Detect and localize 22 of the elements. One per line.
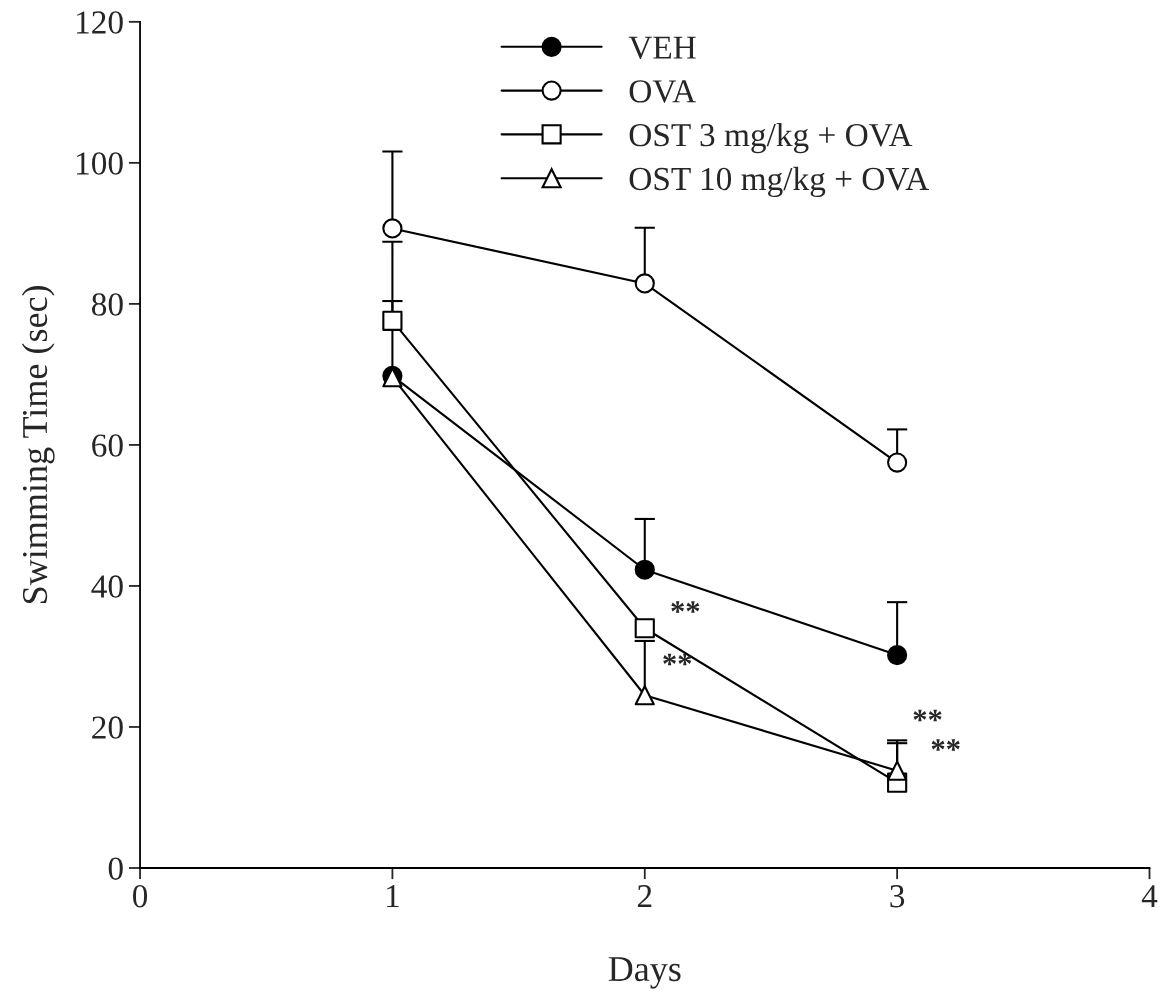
x-tick-label: 0 xyxy=(132,884,148,908)
y-tick-label: 80 xyxy=(92,293,123,316)
y-tick-label: 20 xyxy=(92,716,123,739)
x-tick-label: 2 xyxy=(637,885,652,908)
legend-label: OVA xyxy=(629,80,696,103)
legend-label: OST 10 mg/kg + OVA xyxy=(629,166,929,198)
legend-label: VEH xyxy=(628,36,696,59)
x-tick-label: 4 xyxy=(1141,885,1158,908)
y-tick-label: 120 xyxy=(77,11,123,34)
y-tick-label: 0 xyxy=(108,857,123,880)
legend-label: OST 3 mg/kg + OVA xyxy=(629,122,913,154)
x-tick-label: 1 xyxy=(387,885,399,908)
x-tick-label: 3 xyxy=(890,885,905,908)
annotation: ** xyxy=(913,709,942,722)
y-axis-title: Swimming Time (sec) xyxy=(21,285,55,604)
annotation: ** xyxy=(931,739,960,751)
y-tick-label: 60 xyxy=(92,434,123,457)
x-axis-title: Days xyxy=(608,957,681,989)
annotation: ** xyxy=(671,601,700,613)
y-tick-label: 100 xyxy=(77,152,123,175)
y-tick-label: 40 xyxy=(91,575,123,598)
annotation: ** xyxy=(663,653,692,666)
